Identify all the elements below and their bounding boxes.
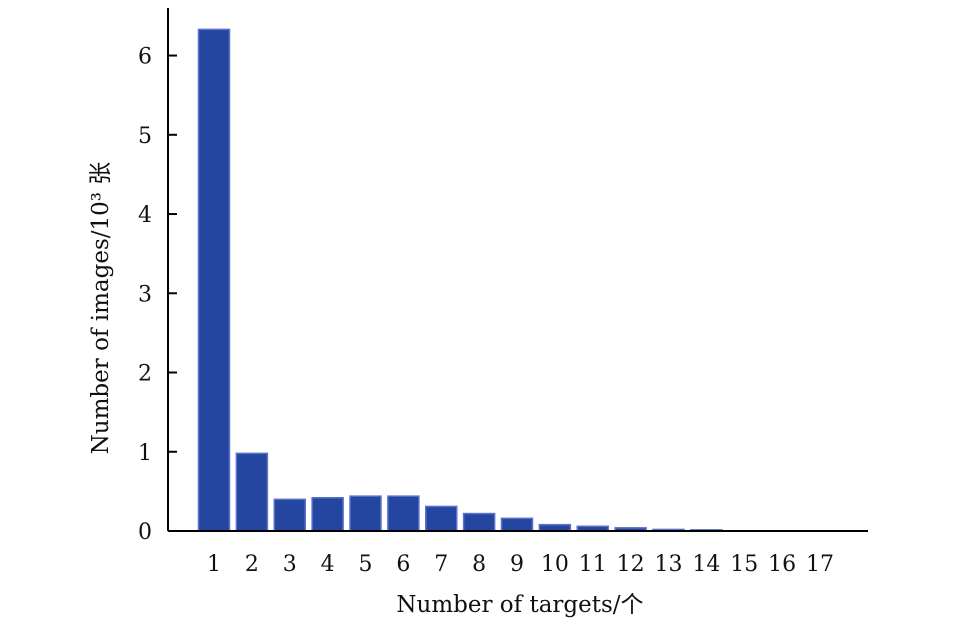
bar-1 xyxy=(197,28,231,532)
y-tick-label: 3 xyxy=(138,282,152,307)
x-tick-label: 14 xyxy=(692,552,720,577)
x-tick-label: 2 xyxy=(245,552,259,577)
bar-4 xyxy=(311,496,344,532)
y-tick-label: 2 xyxy=(138,362,152,387)
y-axis-title: Number of images/10³ 张 xyxy=(88,162,114,455)
x-tick-label: 12 xyxy=(617,552,645,577)
x-tick-label: 3 xyxy=(283,552,297,577)
bar-2 xyxy=(235,452,269,532)
x-tick-label: 9 xyxy=(510,552,524,577)
x-tick-label: 15 xyxy=(730,552,758,577)
bar-9 xyxy=(500,517,534,532)
bar-3 xyxy=(273,498,306,532)
y-tick-label: 4 xyxy=(138,203,152,228)
y-tick-label: 5 xyxy=(138,124,152,149)
bar-5 xyxy=(349,495,382,532)
bars-layer xyxy=(197,28,723,532)
y-tick-label: 6 xyxy=(138,45,152,70)
x-tick-label: 6 xyxy=(396,552,410,577)
x-axis-title: Number of targets/个 xyxy=(396,592,643,618)
x-tick-label: 1 xyxy=(207,552,221,577)
x-tick-label: 10 xyxy=(541,552,569,577)
x-tick-label: 17 xyxy=(806,552,834,577)
y-tick-label: 1 xyxy=(138,441,152,466)
x-tick-label: 7 xyxy=(434,552,448,577)
bar-7 xyxy=(425,505,458,532)
bar-6 xyxy=(387,495,420,532)
x-tick-label: 16 xyxy=(768,552,796,577)
x-tick-label: 4 xyxy=(321,552,335,577)
y-tick-label: 0 xyxy=(138,520,152,545)
x-tick-label: 8 xyxy=(472,552,486,577)
x-tick-label: 5 xyxy=(359,552,373,577)
x-tick-label: 13 xyxy=(655,552,683,577)
y-axis-ticks: 0 1 2 3 4 5 6 xyxy=(138,45,177,545)
bar-8 xyxy=(462,512,496,532)
x-tick-label: 11 xyxy=(579,552,607,577)
x-axis-ticks: 1 2 3 4 5 6 7 8 9 10 11 12 13 14 15 16 17 xyxy=(207,552,834,577)
